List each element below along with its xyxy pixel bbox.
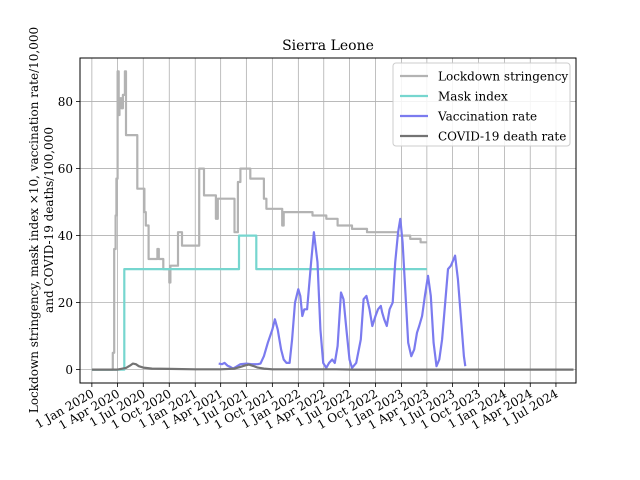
legend-label: Lockdown stringency [438,70,568,84]
series-layer [91,70,574,371]
legend-label: Mask index [438,90,508,104]
y-axis-label-line-2: and COVID-19 deaths/100,000 [42,127,56,313]
y-tick-label: 60 [58,162,73,176]
y-tick-label: 0 [65,363,73,377]
series-line-1 [91,234,427,371]
y-tick-label: 80 [58,95,73,109]
plot-frame [79,57,577,384]
series-line-0 [91,70,427,371]
y-tick-label: 40 [58,229,73,243]
legend-label: Vaccination rate [437,110,537,124]
legend-box [392,62,571,147]
legend-label: COVID-19 death rate [438,130,566,144]
y-tick-label: 20 [58,296,73,310]
y-axis-label-line-1: Lockdown stringency, mask index ×10, vac… [27,27,41,413]
y-axis: 0 20 40 60 80 [58,95,80,377]
chart-title: Sierra Leone [282,38,374,54]
series-line-2 [218,217,467,370]
series-line-3 [91,362,574,371]
legend: Lockdown stringency Mask index Vaccination… [392,62,571,147]
